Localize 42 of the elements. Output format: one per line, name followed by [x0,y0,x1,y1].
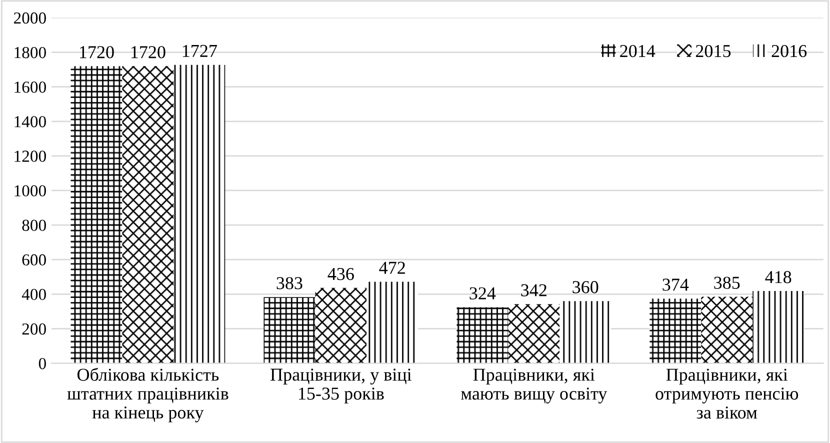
data-label: 360 [572,281,598,294]
bar [174,64,226,364]
y-tick-label: 2000 [14,12,46,24]
x-tick-label: Облікова кількість штатних працівників на кінець року [67,368,228,422]
legend-label: 2014 [620,44,656,58]
data-label: 418 [765,271,792,284]
bar [508,304,560,364]
y-tick-label: 1800 [14,46,46,58]
data-label: 342 [521,284,546,296]
bar [650,298,702,364]
bar [752,291,804,364]
bar [315,288,367,364]
data-label: 385 [714,276,740,289]
y-tick-label: 400 [22,288,46,300]
bar [701,296,753,364]
bar [122,66,174,364]
y-tick-label: 0 [38,358,46,370]
bar [366,282,418,364]
data-label: 472 [379,262,405,274]
x-tick-label: Працівники, у віці 15-35 років [270,368,412,404]
legend-label: 2015 [696,44,731,58]
data-label: 1720 [80,46,114,58]
bar [264,297,316,364]
y-tick-label: 600 [22,254,46,266]
x-tick-label: Працівники, які отримують пенсію за віком [656,368,798,419]
data-label: 324 [470,287,496,300]
data-label: 383 [276,277,302,290]
legend-label: 2016 [772,44,807,58]
x-tick-label: Працівники, які мають вищу освіту [461,368,608,404]
bar [70,66,122,364]
y-tick-label: 200 [22,323,46,335]
y-tick-label: 1600 [14,82,46,93]
y-tick-label: 1400 [14,116,46,128]
data-label: 1727 [182,44,217,57]
data-label: 374 [662,278,689,291]
data-label: 1720 [131,46,166,58]
y-tick-label: 1200 [14,150,46,162]
y-tick-label: 800 [22,220,46,231]
data-label: 436 [328,268,354,280]
bar [456,307,508,364]
y-tick-label: 1000 [14,185,46,196]
bar [560,301,612,364]
